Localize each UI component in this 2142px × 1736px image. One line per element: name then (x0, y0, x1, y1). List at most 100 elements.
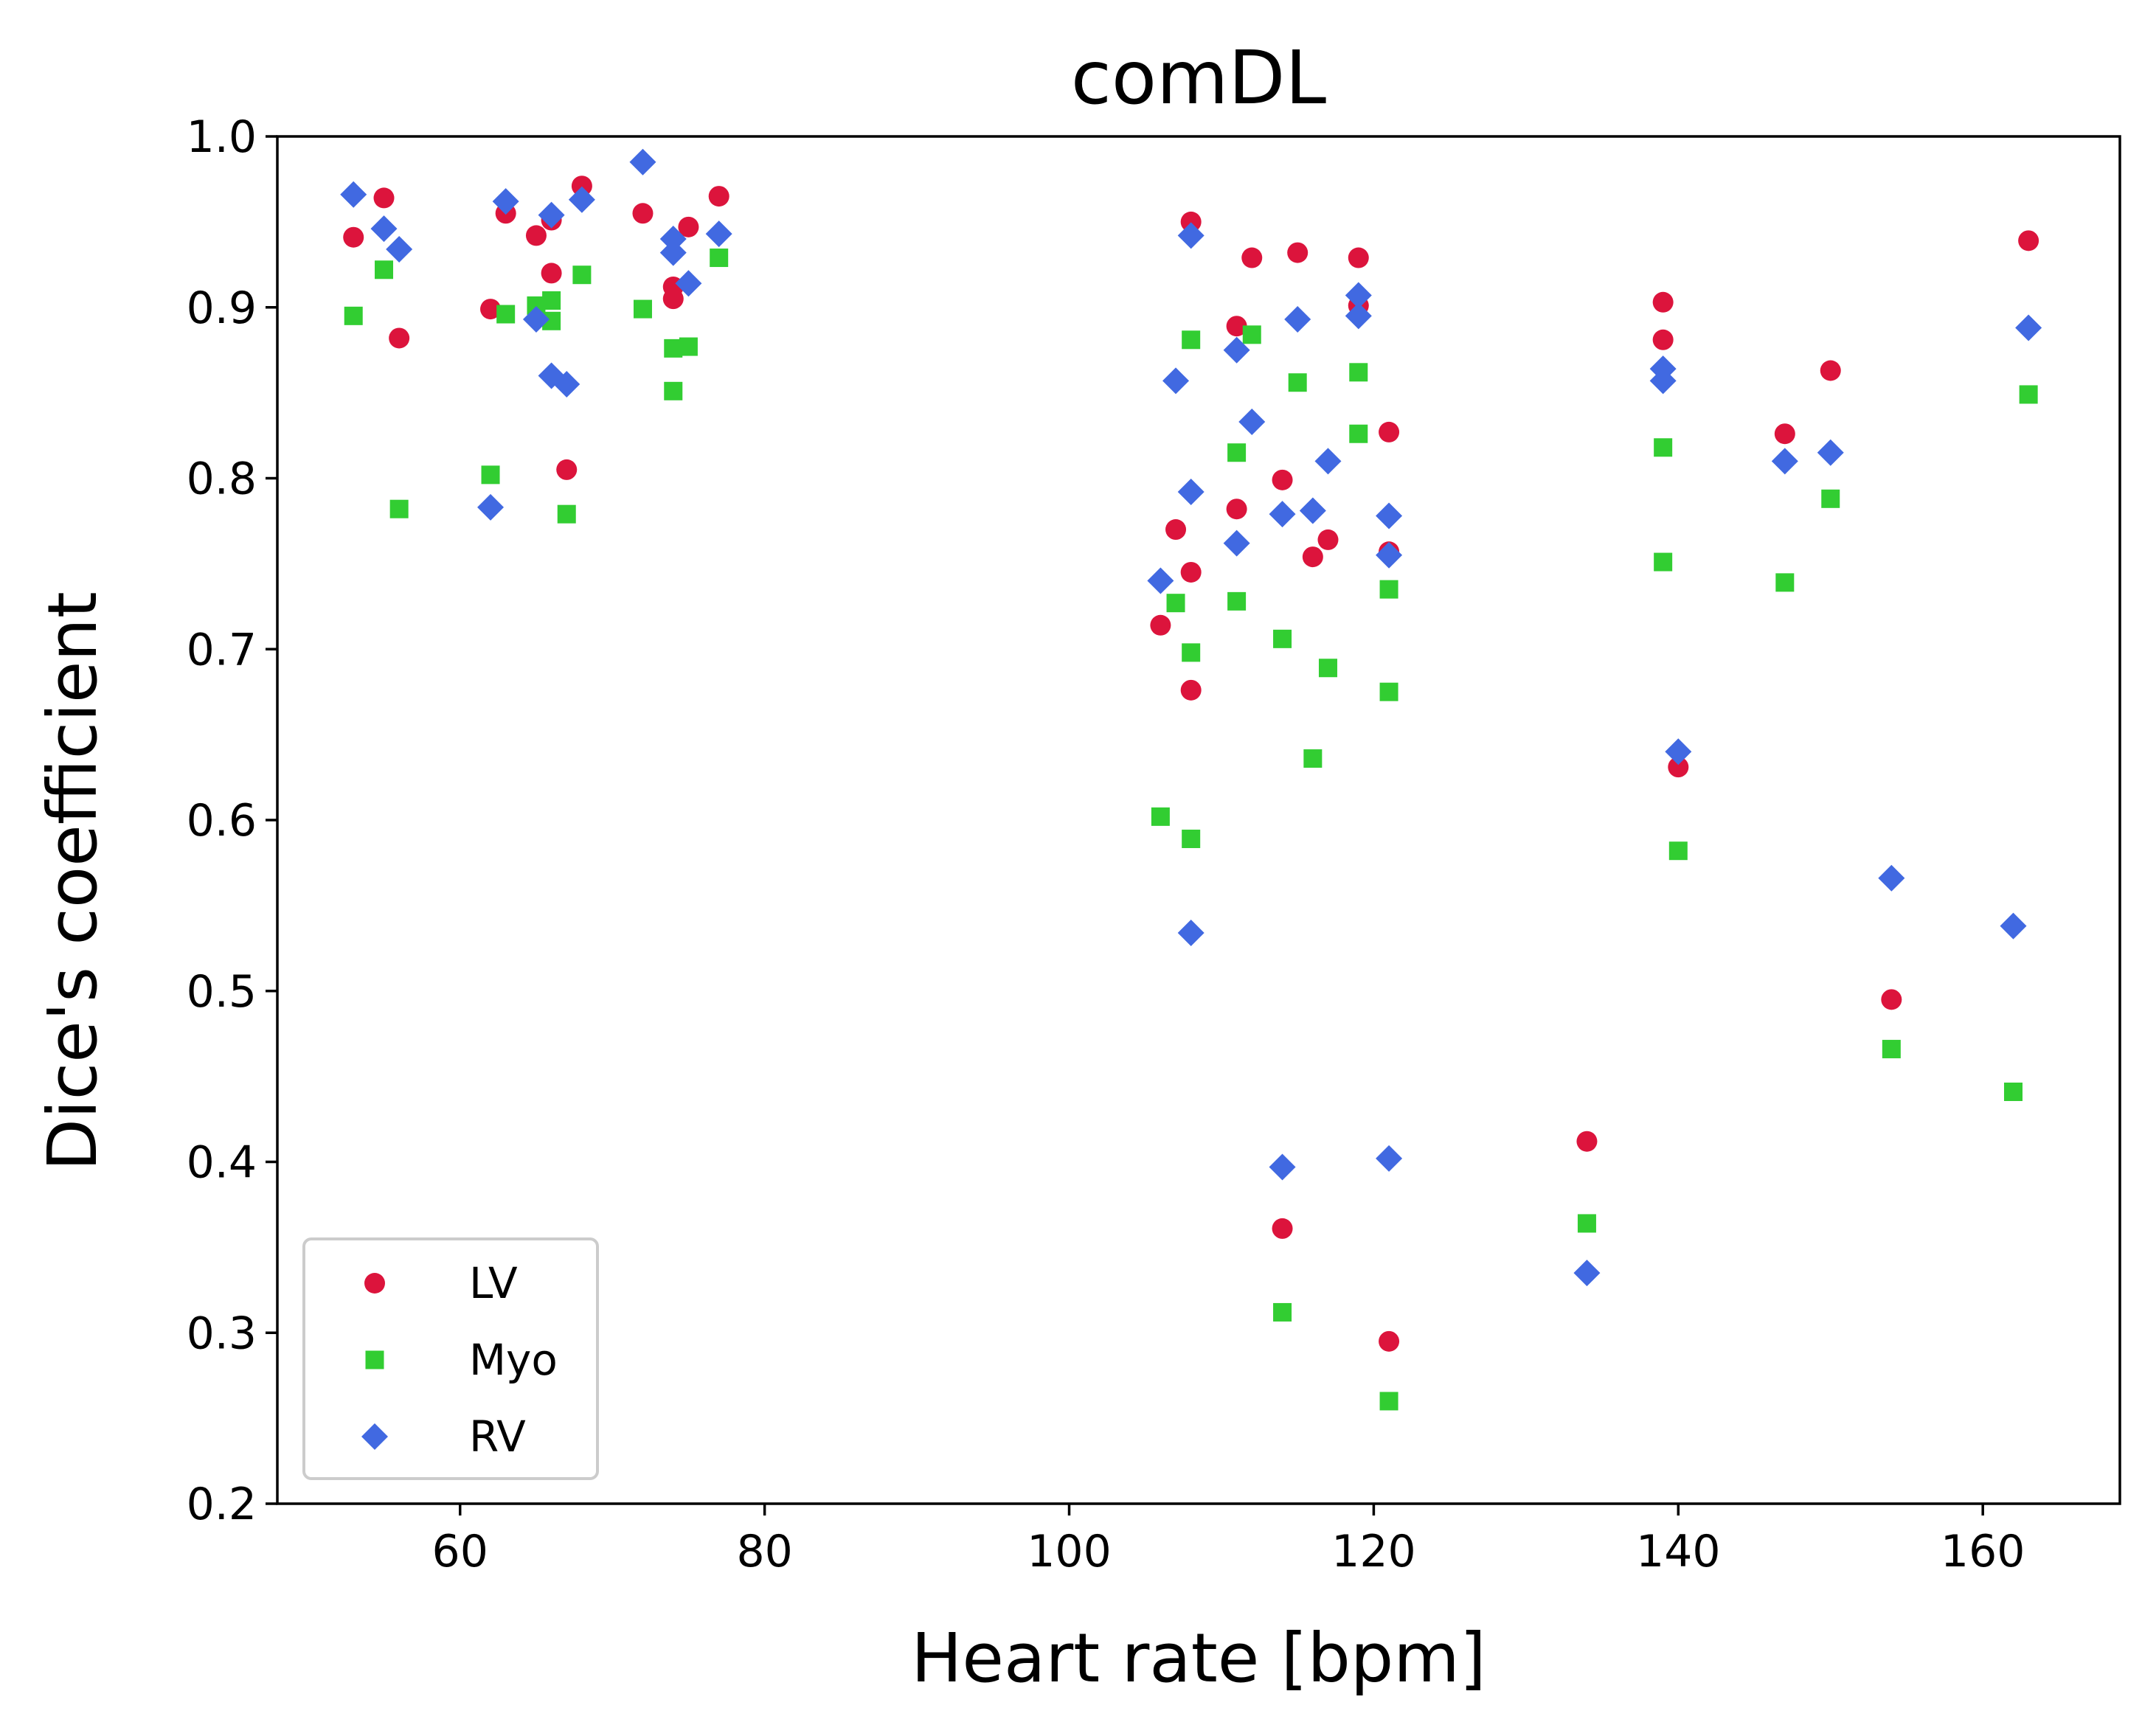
y-tick-label: 0.8 (187, 454, 257, 505)
chart-title: comDL (1071, 35, 1327, 121)
y-tick-label: 0.9 (187, 282, 257, 334)
data-point-myo (1227, 591, 1247, 611)
data-point-lv (480, 299, 502, 320)
data-point-lv (571, 176, 592, 197)
data-point-myo (1821, 489, 1840, 508)
legend-marker-myo (365, 1350, 384, 1369)
data-point-rv (1771, 448, 1798, 475)
data-point-lv (1348, 247, 1369, 268)
data-point-lv (343, 226, 364, 248)
data-point-rv (1284, 305, 1311, 333)
data-point-rv (659, 226, 687, 253)
data-point-myo (2019, 385, 2038, 404)
data-point-myo (1379, 682, 1398, 701)
data-point-lv (1272, 469, 1293, 490)
data-point-myo (542, 291, 561, 310)
data-point-rv (1376, 1145, 1403, 1172)
y-tick-label: 0.4 (187, 1137, 257, 1189)
legend-label-myo: Myo (469, 1335, 558, 1385)
x-tick-label: 140 (1636, 1526, 1721, 1577)
data-point-myo (2003, 1082, 2023, 1101)
data-point-rv (1376, 541, 1403, 569)
data-point-lv (1317, 529, 1339, 550)
data-point-myo (1577, 1214, 1596, 1233)
data-point-lv (1652, 291, 1674, 313)
data-point-rv (1345, 302, 1372, 330)
data-point-lv (1150, 614, 1171, 636)
data-point-rv (1817, 439, 1844, 466)
data-point-myo (1654, 438, 1673, 457)
data-point-myo (557, 504, 576, 524)
y-tick-label: 1.0 (187, 111, 257, 163)
legend-box (302, 1237, 599, 1480)
data-point-myo (1379, 1392, 1398, 1411)
data-point-lv (1576, 1131, 1598, 1152)
legend: LV Myo RV (302, 1237, 599, 1480)
data-points (340, 148, 2042, 1411)
data-point-myo (1166, 594, 1185, 613)
data-point-rv (1269, 501, 1296, 528)
legend-items: LV Myo RV (361, 1258, 558, 1462)
data-point-myo (710, 249, 729, 268)
data-point-rv (629, 148, 656, 176)
data-point-rv (1177, 222, 1205, 249)
data-point-rv (1223, 530, 1250, 557)
data-point-rv (522, 305, 550, 333)
x-tick-label: 80 (736, 1526, 792, 1577)
data-point-rv (1269, 1153, 1296, 1181)
x-tick-label: 60 (432, 1526, 488, 1577)
x-tick-label: 100 (1027, 1526, 1112, 1577)
data-point-rv (1147, 567, 1174, 594)
data-point-rv (1314, 448, 1342, 475)
data-point-myo (496, 305, 516, 324)
data-point-myo (1349, 424, 1368, 443)
data-point-lv (2018, 230, 2039, 251)
data-point-lv (1652, 329, 1674, 350)
data-point-myo (1379, 580, 1398, 599)
data-point-rv (2000, 912, 2027, 940)
data-point-myo (1882, 1040, 1901, 1059)
data-point-lv (373, 187, 395, 209)
y-tick-label: 0.5 (187, 966, 257, 1018)
data-point-lv (632, 203, 654, 224)
data-point-lv (1165, 519, 1187, 541)
data-point-lv (1180, 211, 1202, 232)
data-point-myo (679, 337, 698, 356)
data-point-myo (1182, 643, 1201, 662)
data-point-lv (1881, 989, 1902, 1010)
series-rv (340, 148, 2042, 1287)
data-point-rv (492, 188, 519, 215)
y-tick-label: 0.3 (187, 1308, 257, 1359)
data-point-lv (389, 327, 410, 349)
data-point-myo (481, 465, 500, 485)
data-point-lv (1180, 561, 1202, 583)
data-point-lv (708, 186, 729, 207)
legend-marker-lv (364, 1273, 385, 1294)
data-point-myo (1151, 807, 1170, 826)
data-point-rv (1376, 502, 1403, 530)
data-point-rv (1162, 367, 1190, 395)
data-point-myo (375, 260, 394, 280)
legend-marker-rv (361, 1423, 388, 1450)
data-point-rv (340, 181, 367, 208)
data-point-rv (386, 235, 413, 263)
data-point-rv (659, 239, 687, 266)
data-point-rv (2015, 314, 2042, 341)
data-point-myo (1182, 829, 1201, 848)
data-point-lv (1287, 242, 1309, 263)
data-point-myo (344, 306, 363, 325)
data-point-lv (541, 263, 562, 284)
data-point-myo (664, 381, 683, 400)
data-point-myo (1303, 749, 1323, 768)
data-point-rv (477, 493, 505, 521)
data-point-lv (1302, 546, 1323, 568)
data-point-rv (568, 186, 595, 213)
data-point-myo (1288, 373, 1307, 392)
data-point-lv (1180, 679, 1202, 701)
legend-label-lv: LV (469, 1258, 518, 1308)
data-point-rv (1299, 497, 1326, 524)
y-axis-label: Dice's coefficient (33, 591, 112, 1171)
y-tick-label: 0.6 (187, 795, 257, 847)
data-point-myo (1227, 443, 1247, 462)
